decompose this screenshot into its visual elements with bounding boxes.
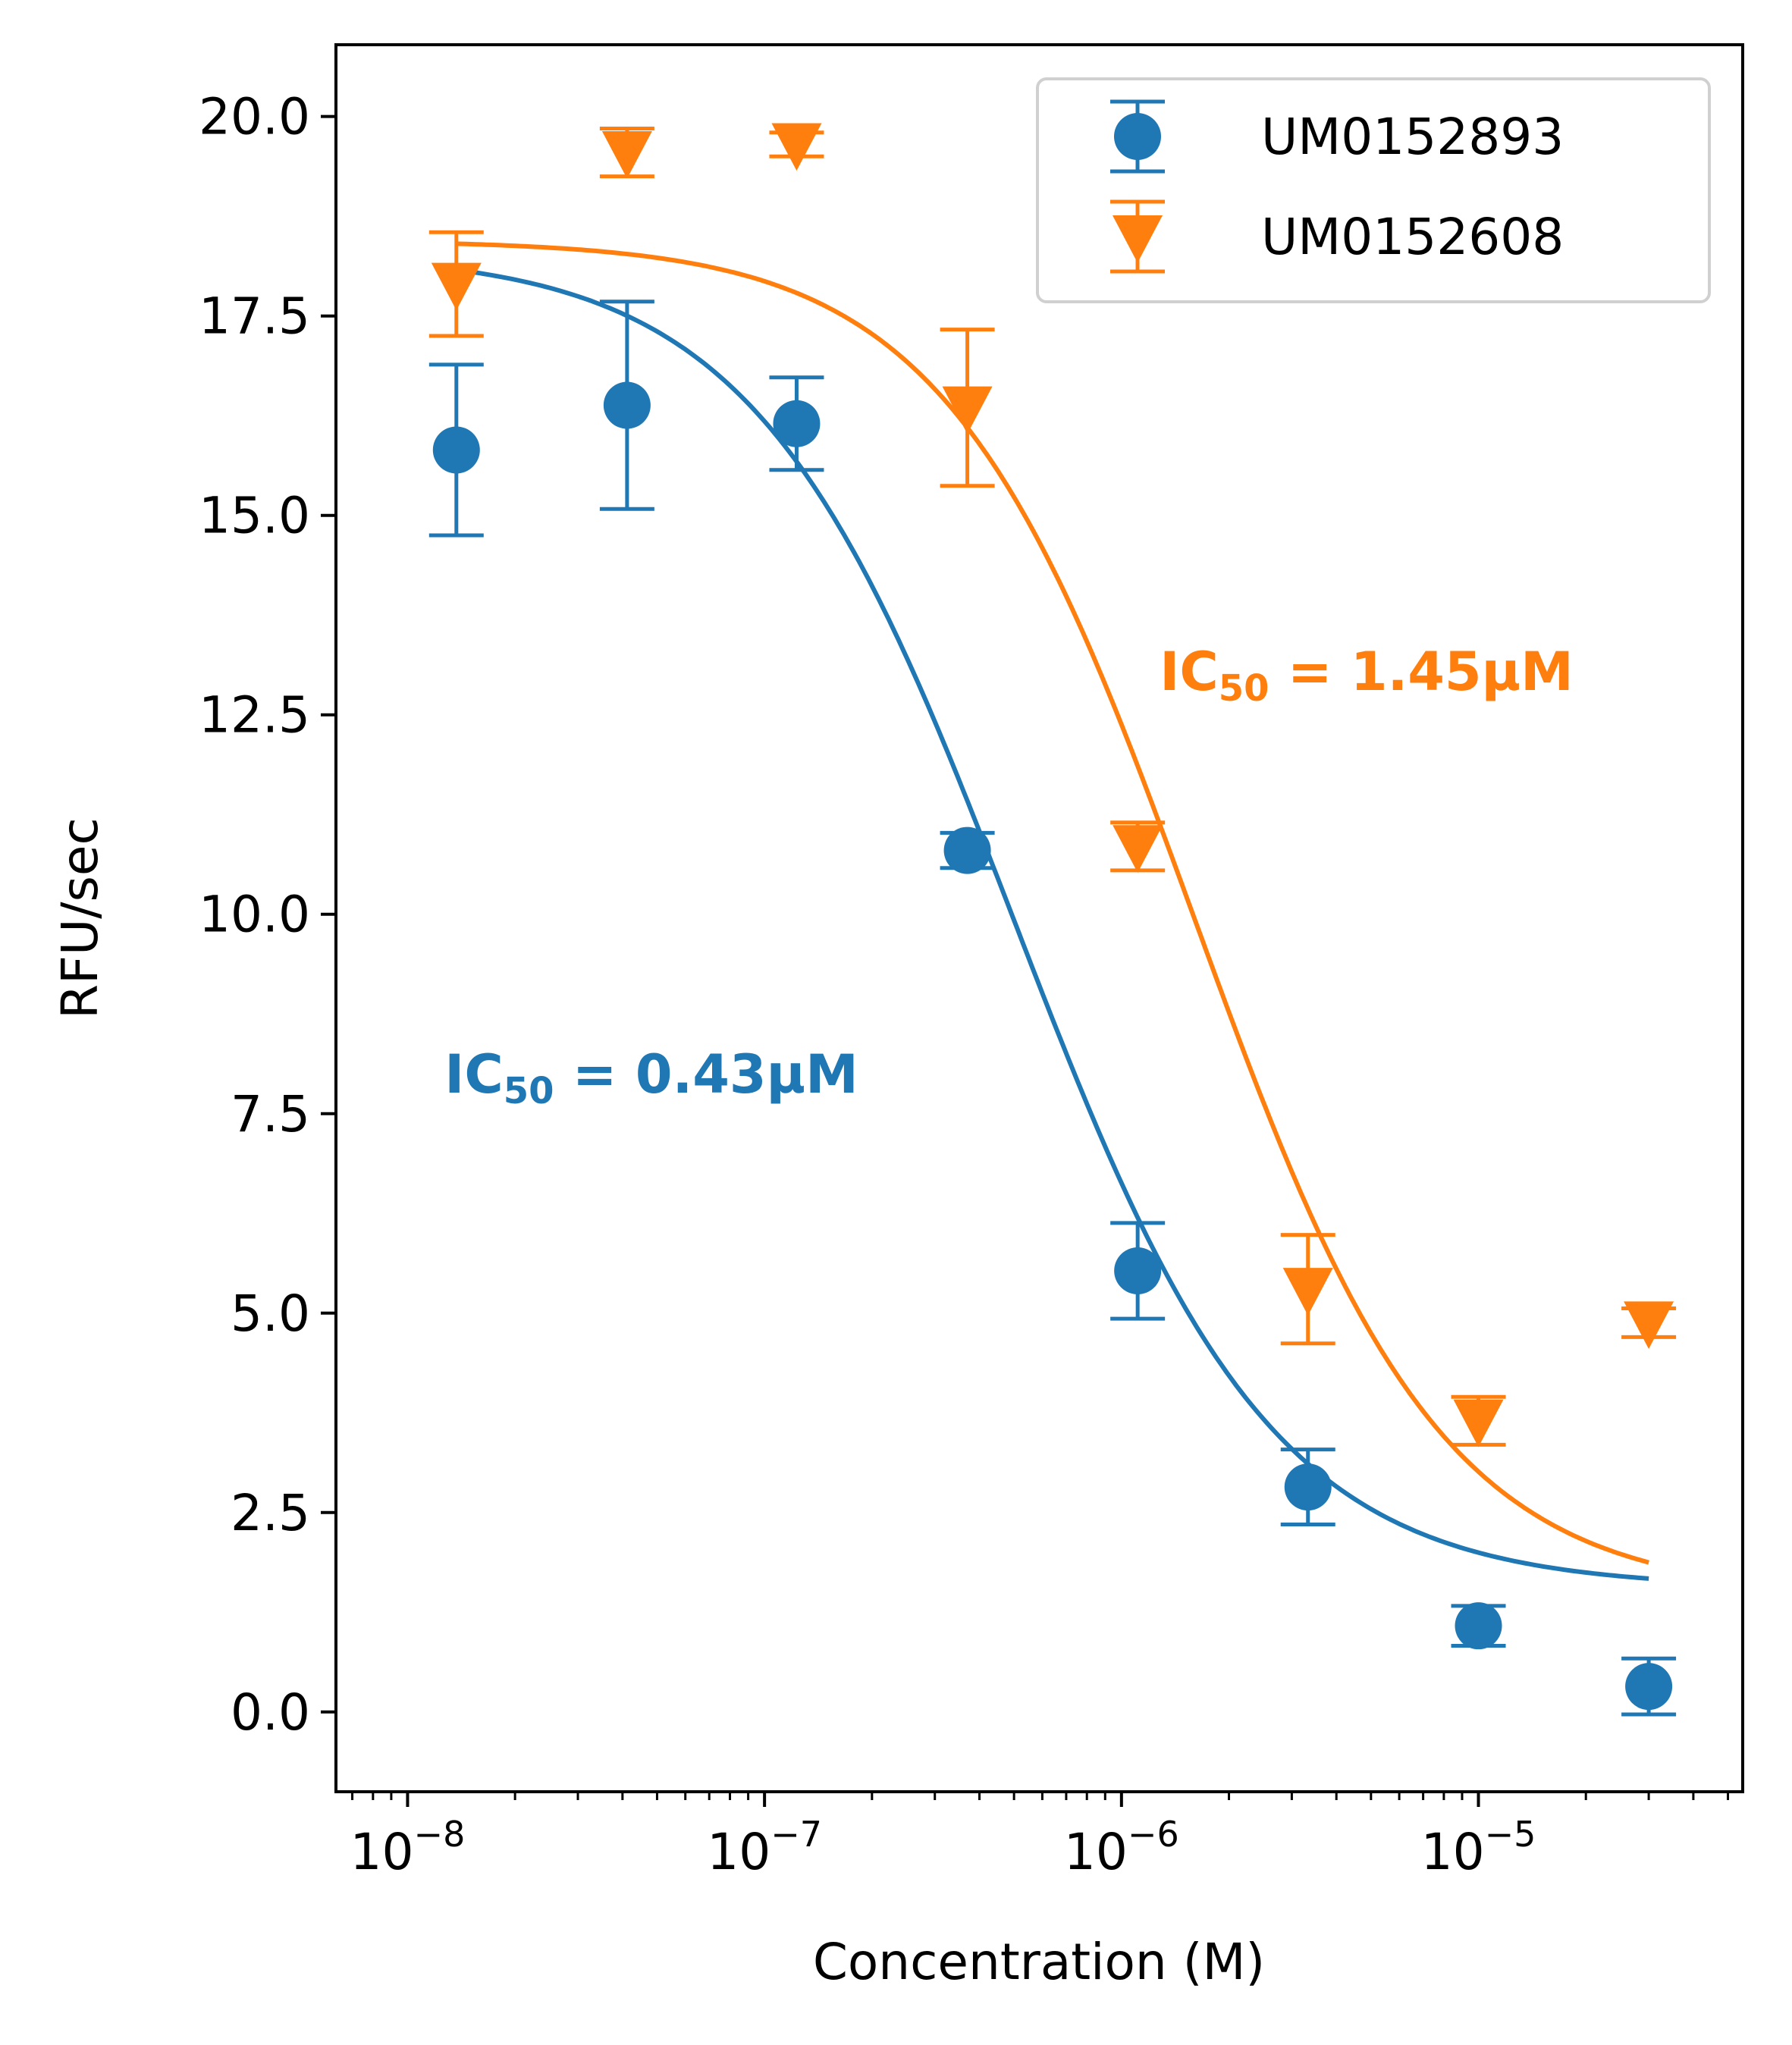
y-tick-label: 20.0 [199,88,310,146]
ic50-label-UM0152608: IC50 = 1.45µM [1160,641,1574,710]
plot-area [428,123,1677,1717]
data-point-UM0152893 [1280,1447,1335,1527]
y-tick-label: 12.5 [199,686,310,745]
y-tick-label: 2.5 [231,1484,310,1542]
data-point-UM0152608 [428,230,484,338]
legend-entry-UM0152608: UM0152608 [1110,199,1564,274]
x-tick-exponent: −6 [1128,1814,1179,1855]
data-point-UM0152893 [428,362,484,538]
data-point-UM0152893 [940,826,995,874]
marker [1114,1247,1162,1295]
data-point-UM0152893 [769,375,824,472]
marker [773,400,821,447]
marker [431,262,482,311]
axes-frame [334,43,1744,1793]
x-tick-base: 10 [1064,1823,1128,1881]
ic50-label-UM0152893: IC50 = 0.43µM [444,1043,858,1112]
legend-marker [1113,215,1163,263]
x-tick-label: 10−8 [350,1814,466,1881]
y-tick-label: 17.5 [199,287,310,346]
data-point-UM0152608 [769,123,824,171]
y-tick-label: 10.0 [199,886,310,944]
y-tick-label: 0.0 [231,1683,310,1742]
marker [432,426,480,474]
marker [1453,1399,1504,1447]
data-point-UM0152893 [599,300,654,511]
x-tick-base: 10 [707,1823,770,1881]
data-point-UM0152893 [1451,1602,1506,1650]
ic50-value: = 1.45µM [1269,641,1574,703]
x-axis: 10−8 10−7 10−6 10−5 [350,1792,1730,1881]
legend-label: UM0152893 [1261,108,1564,166]
x-axis-label: Concentration (M) [813,1933,1265,1991]
legend-marker [1114,113,1161,160]
y-tick-label: 7.5 [231,1085,310,1143]
marker [1624,1301,1674,1350]
marker [943,826,991,874]
marker [603,381,651,429]
legend-box [1036,77,1711,303]
marker [771,123,822,171]
marker [942,386,993,434]
legend: UM0152893 UM0152608 [1036,77,1711,303]
legend-label: UM0152608 [1261,208,1564,266]
ic50-subscript: 50 [504,1070,554,1112]
x-tick-label: 10−6 [1064,1814,1179,1881]
ic50-prefix: IC [1160,641,1218,703]
data-point-UM0152893 [1110,1221,1166,1321]
data-point-UM0152608 [1280,1233,1335,1346]
data-point-UM0152608 [1621,1301,1677,1350]
marker [1455,1602,1502,1650]
data-point-UM0152608 [1110,820,1166,873]
data-point-UM0152608 [599,126,654,179]
ic50-value: = 0.43µM [554,1043,858,1106]
x-tick-label: 10−7 [707,1814,822,1881]
marker [1282,1268,1333,1316]
marker [601,130,652,179]
data-point-UM0152608 [1451,1394,1506,1447]
fit-curve-UM0152608 [456,241,1649,1565]
x-tick-exponent: −5 [1485,1814,1536,1855]
marker [1284,1463,1332,1511]
legend-entry-UM0152893: UM0152893 [1110,99,1564,174]
ic50-prefix: IC [444,1043,503,1106]
y-axis: 0.0 2.5 5.0 7.5 10.0 12.5 15.0 17.5 20.0 [199,88,336,1742]
marker [1113,825,1163,873]
fit-curve-UM0152893 [456,267,1649,1581]
y-tick-label: 5.0 [231,1284,310,1343]
x-tick-exponent: −8 [414,1814,466,1855]
marker [1625,1663,1673,1711]
x-tick-exponent: −7 [770,1814,822,1855]
data-point-UM0152608 [940,328,995,488]
x-tick-base: 10 [350,1823,414,1881]
x-tick-label: 10−5 [1421,1814,1536,1881]
y-axis-label: RFU/sec [51,817,109,1019]
ic50-subscript: 50 [1219,667,1269,710]
x-tick-base: 10 [1421,1823,1485,1881]
y-tick-label: 15.0 [199,487,310,545]
data-point-UM0152893 [1621,1656,1677,1717]
